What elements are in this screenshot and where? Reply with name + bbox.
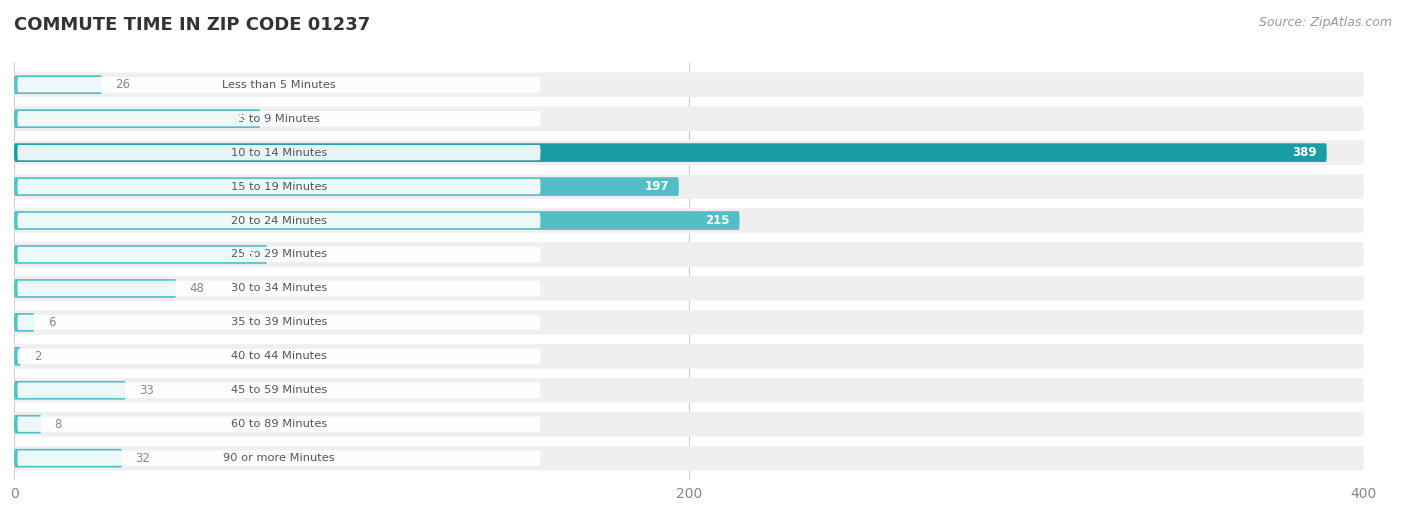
Text: 2: 2	[34, 350, 42, 363]
Text: COMMUTE TIME IN ZIP CODE 01237: COMMUTE TIME IN ZIP CODE 01237	[14, 16, 370, 33]
FancyBboxPatch shape	[14, 174, 1364, 199]
Text: 197: 197	[644, 180, 669, 193]
FancyBboxPatch shape	[17, 281, 540, 296]
FancyBboxPatch shape	[14, 449, 122, 468]
FancyBboxPatch shape	[14, 344, 1364, 369]
FancyBboxPatch shape	[14, 276, 1364, 301]
FancyBboxPatch shape	[14, 378, 1364, 402]
FancyBboxPatch shape	[17, 383, 540, 398]
Text: 389: 389	[1292, 146, 1316, 159]
FancyBboxPatch shape	[17, 179, 540, 194]
Text: 33: 33	[139, 384, 153, 397]
Text: 215: 215	[704, 214, 730, 227]
Text: 45 to 59 Minutes: 45 to 59 Minutes	[231, 385, 328, 395]
FancyBboxPatch shape	[14, 208, 1364, 233]
Text: 5 to 9 Minutes: 5 to 9 Minutes	[238, 114, 321, 124]
FancyBboxPatch shape	[14, 109, 260, 128]
FancyBboxPatch shape	[17, 349, 540, 364]
Text: Source: ZipAtlas.com: Source: ZipAtlas.com	[1258, 16, 1392, 29]
FancyBboxPatch shape	[17, 450, 540, 466]
FancyBboxPatch shape	[17, 213, 540, 228]
FancyBboxPatch shape	[14, 106, 1364, 131]
Text: 75: 75	[240, 248, 257, 261]
Text: 20 to 24 Minutes: 20 to 24 Minutes	[231, 216, 328, 226]
Text: 10 to 14 Minutes: 10 to 14 Minutes	[231, 148, 328, 158]
FancyBboxPatch shape	[14, 242, 1364, 267]
Text: 90 or more Minutes: 90 or more Minutes	[224, 453, 335, 463]
FancyBboxPatch shape	[14, 177, 679, 196]
FancyBboxPatch shape	[14, 140, 1364, 165]
Text: 15 to 19 Minutes: 15 to 19 Minutes	[231, 182, 328, 192]
FancyBboxPatch shape	[14, 73, 1364, 97]
Text: 6: 6	[48, 316, 55, 329]
FancyBboxPatch shape	[17, 77, 540, 92]
FancyBboxPatch shape	[14, 415, 41, 434]
FancyBboxPatch shape	[17, 145, 540, 160]
FancyBboxPatch shape	[17, 247, 540, 262]
FancyBboxPatch shape	[17, 315, 540, 330]
Text: 48: 48	[190, 282, 204, 295]
FancyBboxPatch shape	[14, 310, 1364, 335]
FancyBboxPatch shape	[17, 417, 540, 432]
Text: 60 to 89 Minutes: 60 to 89 Minutes	[231, 419, 328, 429]
FancyBboxPatch shape	[14, 143, 1327, 162]
Text: 35 to 39 Minutes: 35 to 39 Minutes	[231, 317, 328, 327]
FancyBboxPatch shape	[14, 245, 267, 264]
FancyBboxPatch shape	[14, 313, 34, 331]
Text: 8: 8	[55, 418, 62, 431]
FancyBboxPatch shape	[14, 211, 740, 230]
FancyBboxPatch shape	[14, 446, 1364, 470]
FancyBboxPatch shape	[14, 381, 125, 400]
Text: 30 to 34 Minutes: 30 to 34 Minutes	[231, 283, 328, 293]
Text: 73: 73	[233, 112, 250, 125]
FancyBboxPatch shape	[14, 412, 1364, 436]
Text: 32: 32	[135, 452, 150, 465]
Text: 25 to 29 Minutes: 25 to 29 Minutes	[231, 250, 328, 259]
Text: Less than 5 Minutes: Less than 5 Minutes	[222, 80, 336, 90]
FancyBboxPatch shape	[14, 75, 101, 94]
Text: 26: 26	[115, 78, 131, 91]
FancyBboxPatch shape	[14, 279, 176, 298]
Text: 40 to 44 Minutes: 40 to 44 Minutes	[231, 351, 328, 361]
FancyBboxPatch shape	[17, 111, 540, 126]
FancyBboxPatch shape	[14, 347, 21, 365]
